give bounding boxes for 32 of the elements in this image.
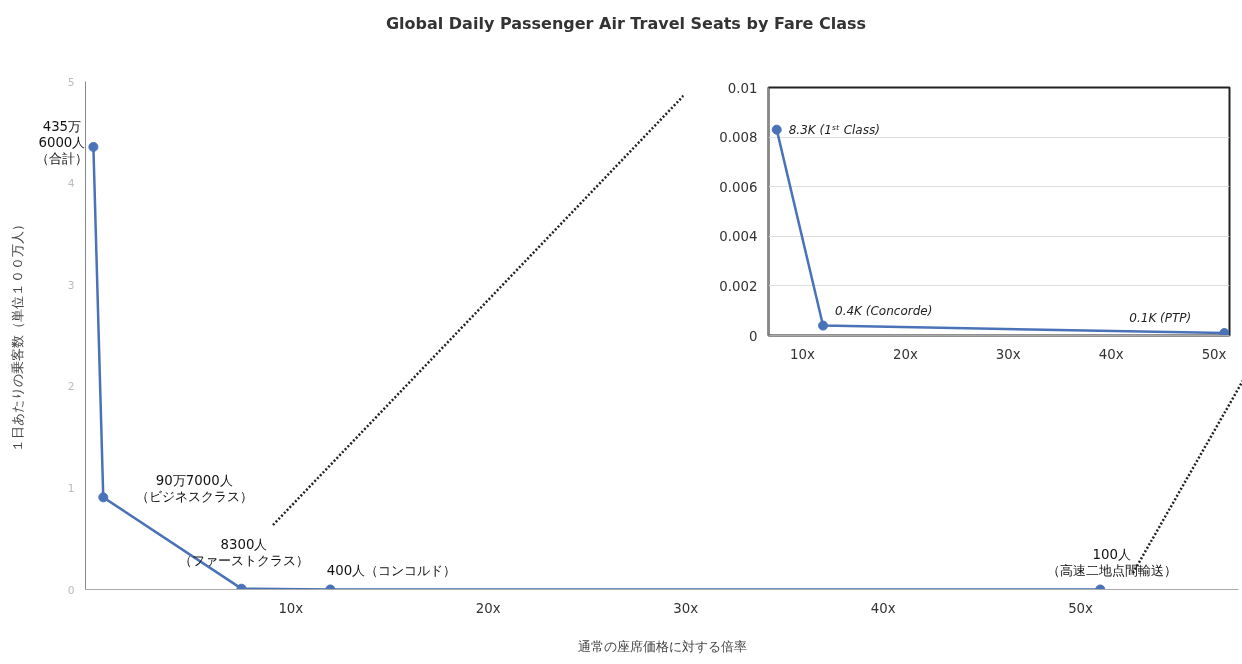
y-tick-label: 0.006 — [719, 179, 758, 195]
y-tick-label: 3 — [67, 278, 75, 292]
annotation: 400人（コンコルド） — [326, 563, 457, 579]
chart-title: Global Daily Passenger Air Travel Seats by Fare Class — [385, 13, 867, 35]
annotation: 90万7000人（ビジネスクラス） — [135, 472, 253, 505]
y-tick-label: 1 — [67, 481, 75, 495]
x-tick-label: 30x — [673, 600, 699, 616]
y-tick-label: 0.008 — [719, 130, 758, 146]
y-tick-label: 2 — [67, 380, 75, 394]
x-tick-label: 50x — [1068, 600, 1094, 616]
y-tick-label: 0 — [67, 583, 75, 597]
x-axis-title: 通常の座席価格に対する倍率 — [577, 638, 747, 654]
y-tick-label: 0 — [749, 328, 758, 344]
annotation: 8.3K (1ˢᵗ Class) — [788, 122, 880, 137]
y-axis-title: １日あたりの乗客数（単位１００万人） — [9, 218, 25, 453]
y-tick-label: 0.002 — [719, 278, 758, 294]
x-tick-label: 20x — [475, 600, 501, 616]
y-tick-label: 0.01 — [727, 80, 758, 96]
y-tick-label: 5 — [67, 75, 75, 89]
y-tick-label: 4 — [67, 177, 75, 191]
x-tick-label: 10x — [790, 346, 815, 362]
x-tick-label: 40x — [870, 600, 896, 616]
x-tick-label: 20x — [892, 346, 918, 362]
x-tick-label: 10x — [278, 600, 304, 616]
x-tick-label: 30x — [995, 346, 1021, 362]
y-tick-label: 0.004 — [719, 229, 758, 245]
annotation: 435万6000人（合計） — [35, 119, 88, 168]
annotation: 0.1K (PTP) — [1129, 311, 1192, 326]
annotation: 100人（高速二地点間輸送） — [1046, 547, 1177, 579]
x-tick-label: 50x — [1201, 346, 1227, 362]
x-tick-label: 40x — [1098, 346, 1124, 362]
annotation: 0.4K (Concorde) — [835, 303, 933, 318]
